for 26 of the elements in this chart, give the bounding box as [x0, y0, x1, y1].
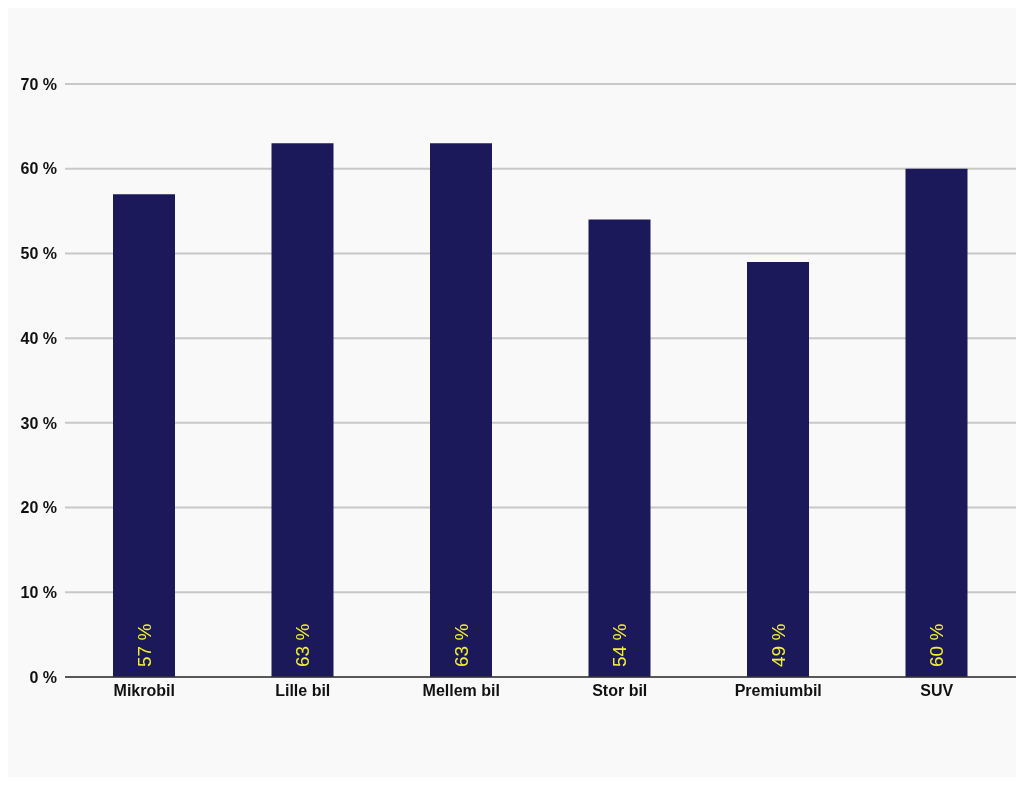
y-tick-label: 0 % — [29, 668, 57, 686]
y-tick-label: 60 % — [20, 160, 57, 178]
y-tick-label: 30 % — [20, 414, 57, 432]
bar — [905, 168, 968, 677]
bar — [113, 194, 175, 677]
data-label: 60 % — [926, 623, 947, 667]
data-label: 49 % — [767, 623, 789, 667]
data-label: 63 % — [450, 623, 472, 667]
y-tick-label: 10 % — [20, 583, 57, 601]
x-tick-label: Lille bil — [275, 682, 331, 700]
bar — [430, 143, 492, 677]
x-tick-label: Mikrobil — [113, 682, 175, 700]
data-label: 57 % — [133, 623, 155, 667]
x-tick-label: Mellem bil — [422, 682, 500, 700]
data-label: 63 % — [292, 623, 313, 667]
y-tick-label: 20 % — [20, 499, 57, 517]
y-tick-label: 40 % — [20, 329, 57, 347]
x-tick-label: Stor bil — [592, 682, 648, 700]
x-tick-label: SUV — [920, 682, 954, 700]
bar — [271, 143, 334, 677]
y-tick-label: 50 % — [20, 245, 57, 263]
bar — [588, 219, 651, 677]
data-label: 54 % — [609, 623, 630, 667]
x-tick-label: Premiumbil — [734, 682, 822, 700]
bar — [747, 261, 809, 677]
y-tick-label: 70 % — [20, 75, 57, 93]
